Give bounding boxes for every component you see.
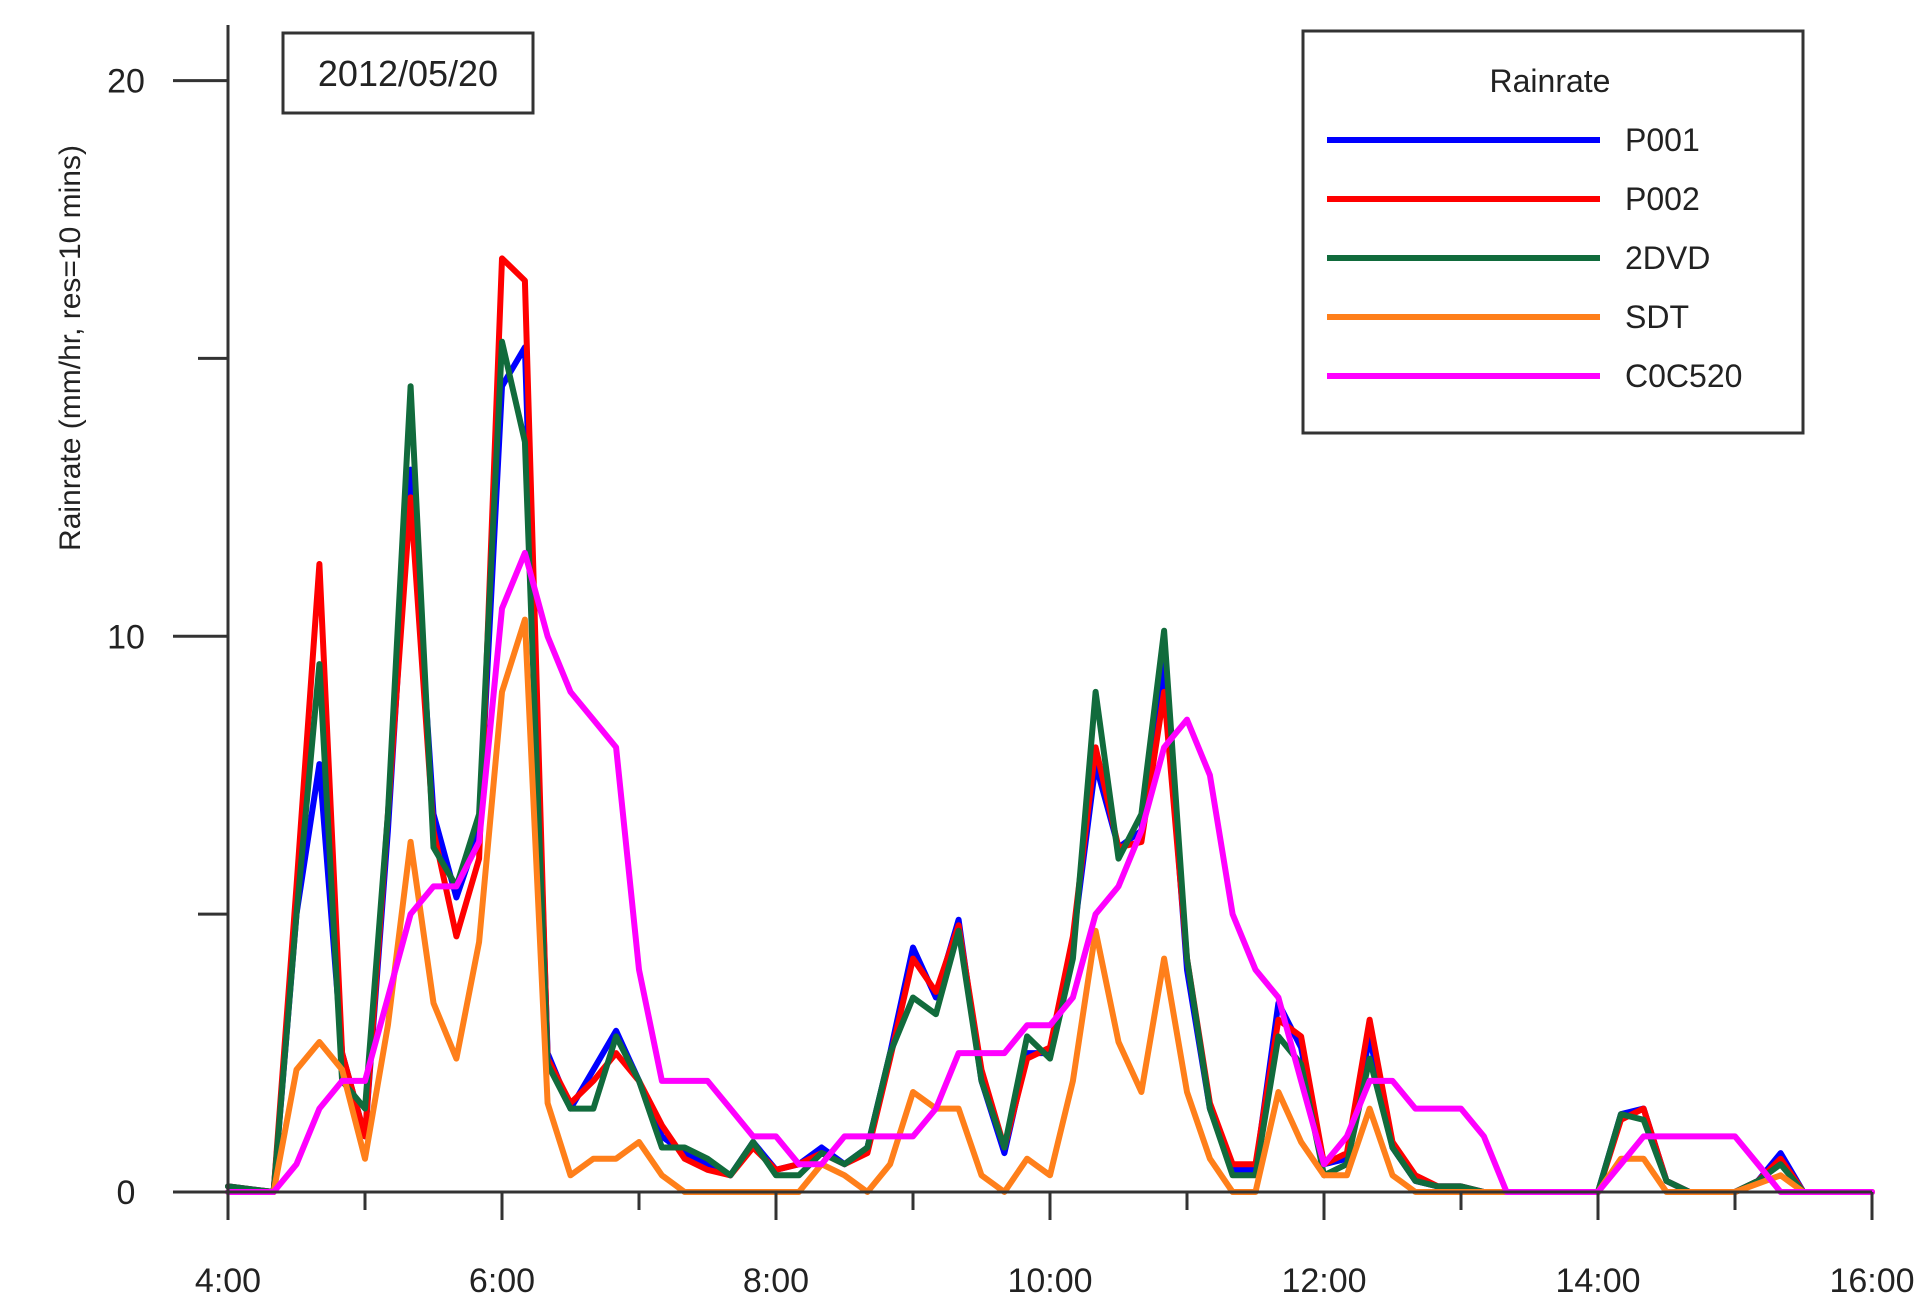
series-line-c0c520 bbox=[225, 549, 1875, 1195]
date-annotation-box: 2012/05/20 bbox=[281, 31, 535, 115]
legend-label-c0c520: C0C520 bbox=[1625, 358, 1742, 394]
y-tick-label: 20 bbox=[107, 63, 145, 101]
x-ticks: 4:00 6:00 8:00 10:00 12:00 14:00 16:00 bbox=[195, 1192, 1915, 1300]
legend-items: P001 P002 2DVD SDT C0C520 bbox=[1327, 122, 1742, 394]
x-tick-label: 12:00 bbox=[1281, 1262, 1366, 1300]
legend-title: Rainrate bbox=[1490, 63, 1611, 99]
series-line-p001 bbox=[225, 344, 1875, 1195]
date-annotation: 2012/05/20 bbox=[318, 53, 498, 94]
y-tick-label: 0 bbox=[117, 1174, 136, 1212]
x-tick-label: 6:00 bbox=[469, 1262, 535, 1300]
y-axis-title: Rainrate (mm/hr, res=10 mins) bbox=[54, 145, 87, 551]
legend-label-2dvd: 2DVD bbox=[1625, 240, 1710, 276]
x-tick-label: 4:00 bbox=[195, 1262, 261, 1300]
x-tick-label: 8:00 bbox=[743, 1262, 809, 1300]
x-tick-label: 14:00 bbox=[1555, 1262, 1640, 1300]
series-line-2dvd bbox=[225, 338, 1875, 1195]
legend-label-sdt: SDT bbox=[1625, 299, 1689, 335]
y-ticks: 0 10 20 bbox=[107, 63, 228, 1212]
legend-label-p001: P001 bbox=[1625, 122, 1700, 158]
legend-label-p002: P002 bbox=[1625, 181, 1700, 217]
legend-box bbox=[1301, 29, 1805, 435]
y-tick-label: 10 bbox=[107, 618, 145, 656]
x-tick-label: 16:00 bbox=[1829, 1262, 1914, 1300]
x-tick-label: 10:00 bbox=[1007, 1262, 1092, 1300]
series-line-sdt bbox=[225, 616, 1875, 1195]
legend: Rainrate P001 P002 2DVD SDT C0C520 bbox=[1301, 29, 1805, 435]
